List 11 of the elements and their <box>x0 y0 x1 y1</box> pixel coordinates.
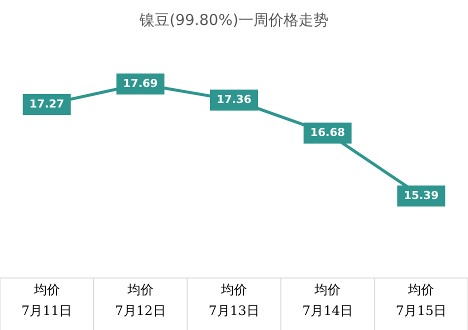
x-tick-label: 均价 7月15日 <box>396 283 447 319</box>
data-label: 17.27 <box>29 97 64 110</box>
data-label: 17.69 <box>123 77 158 90</box>
x-tick-label: 均价 7月11日 <box>21 283 72 319</box>
chart-title: 镍豆(99.80%)一周价格走势 <box>138 11 328 29</box>
x-tick-label: 均价 7月12日 <box>114 283 166 319</box>
x-tick-label: 均价 7月13日 <box>208 283 260 319</box>
data-label: 15.39 <box>404 189 439 202</box>
data-label: 17.36 <box>216 93 252 106</box>
x-tick-label: 均价 7月14日 <box>302 283 354 319</box>
data-label: 16.68 <box>310 126 345 140</box>
